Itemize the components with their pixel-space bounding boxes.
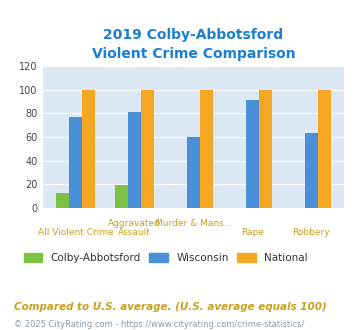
- Bar: [305, 133, 318, 208]
- Text: © 2025 CityRating.com - https://www.cityrating.com/crime-statistics/: © 2025 CityRating.com - https://www.city…: [14, 320, 305, 329]
- Bar: [187, 137, 200, 208]
- Text: Murder & Mans...: Murder & Mans...: [155, 218, 232, 228]
- Text: Compared to U.S. average. (U.S. average equals 100): Compared to U.S. average. (U.S. average …: [14, 302, 327, 312]
- Text: Robbery: Robbery: [293, 228, 330, 237]
- Bar: [69, 117, 82, 208]
- Bar: [318, 90, 331, 208]
- Text: All Violent Crime: All Violent Crime: [38, 228, 114, 237]
- Bar: [141, 90, 154, 208]
- Text: Aggravated: Aggravated: [108, 218, 161, 228]
- Bar: [115, 185, 128, 208]
- Text: Rape: Rape: [241, 228, 264, 237]
- Bar: [246, 100, 259, 208]
- Bar: [82, 90, 95, 208]
- Bar: [200, 90, 213, 208]
- Bar: [56, 192, 69, 208]
- Bar: [128, 112, 141, 208]
- Text: Assault: Assault: [118, 228, 151, 237]
- Legend: Colby-Abbotsford, Wisconsin, National: Colby-Abbotsford, Wisconsin, National: [24, 253, 308, 263]
- Bar: [259, 90, 272, 208]
- Title: 2019 Colby-Abbotsford
Violent Crime Comparison: 2019 Colby-Abbotsford Violent Crime Comp…: [92, 28, 295, 61]
